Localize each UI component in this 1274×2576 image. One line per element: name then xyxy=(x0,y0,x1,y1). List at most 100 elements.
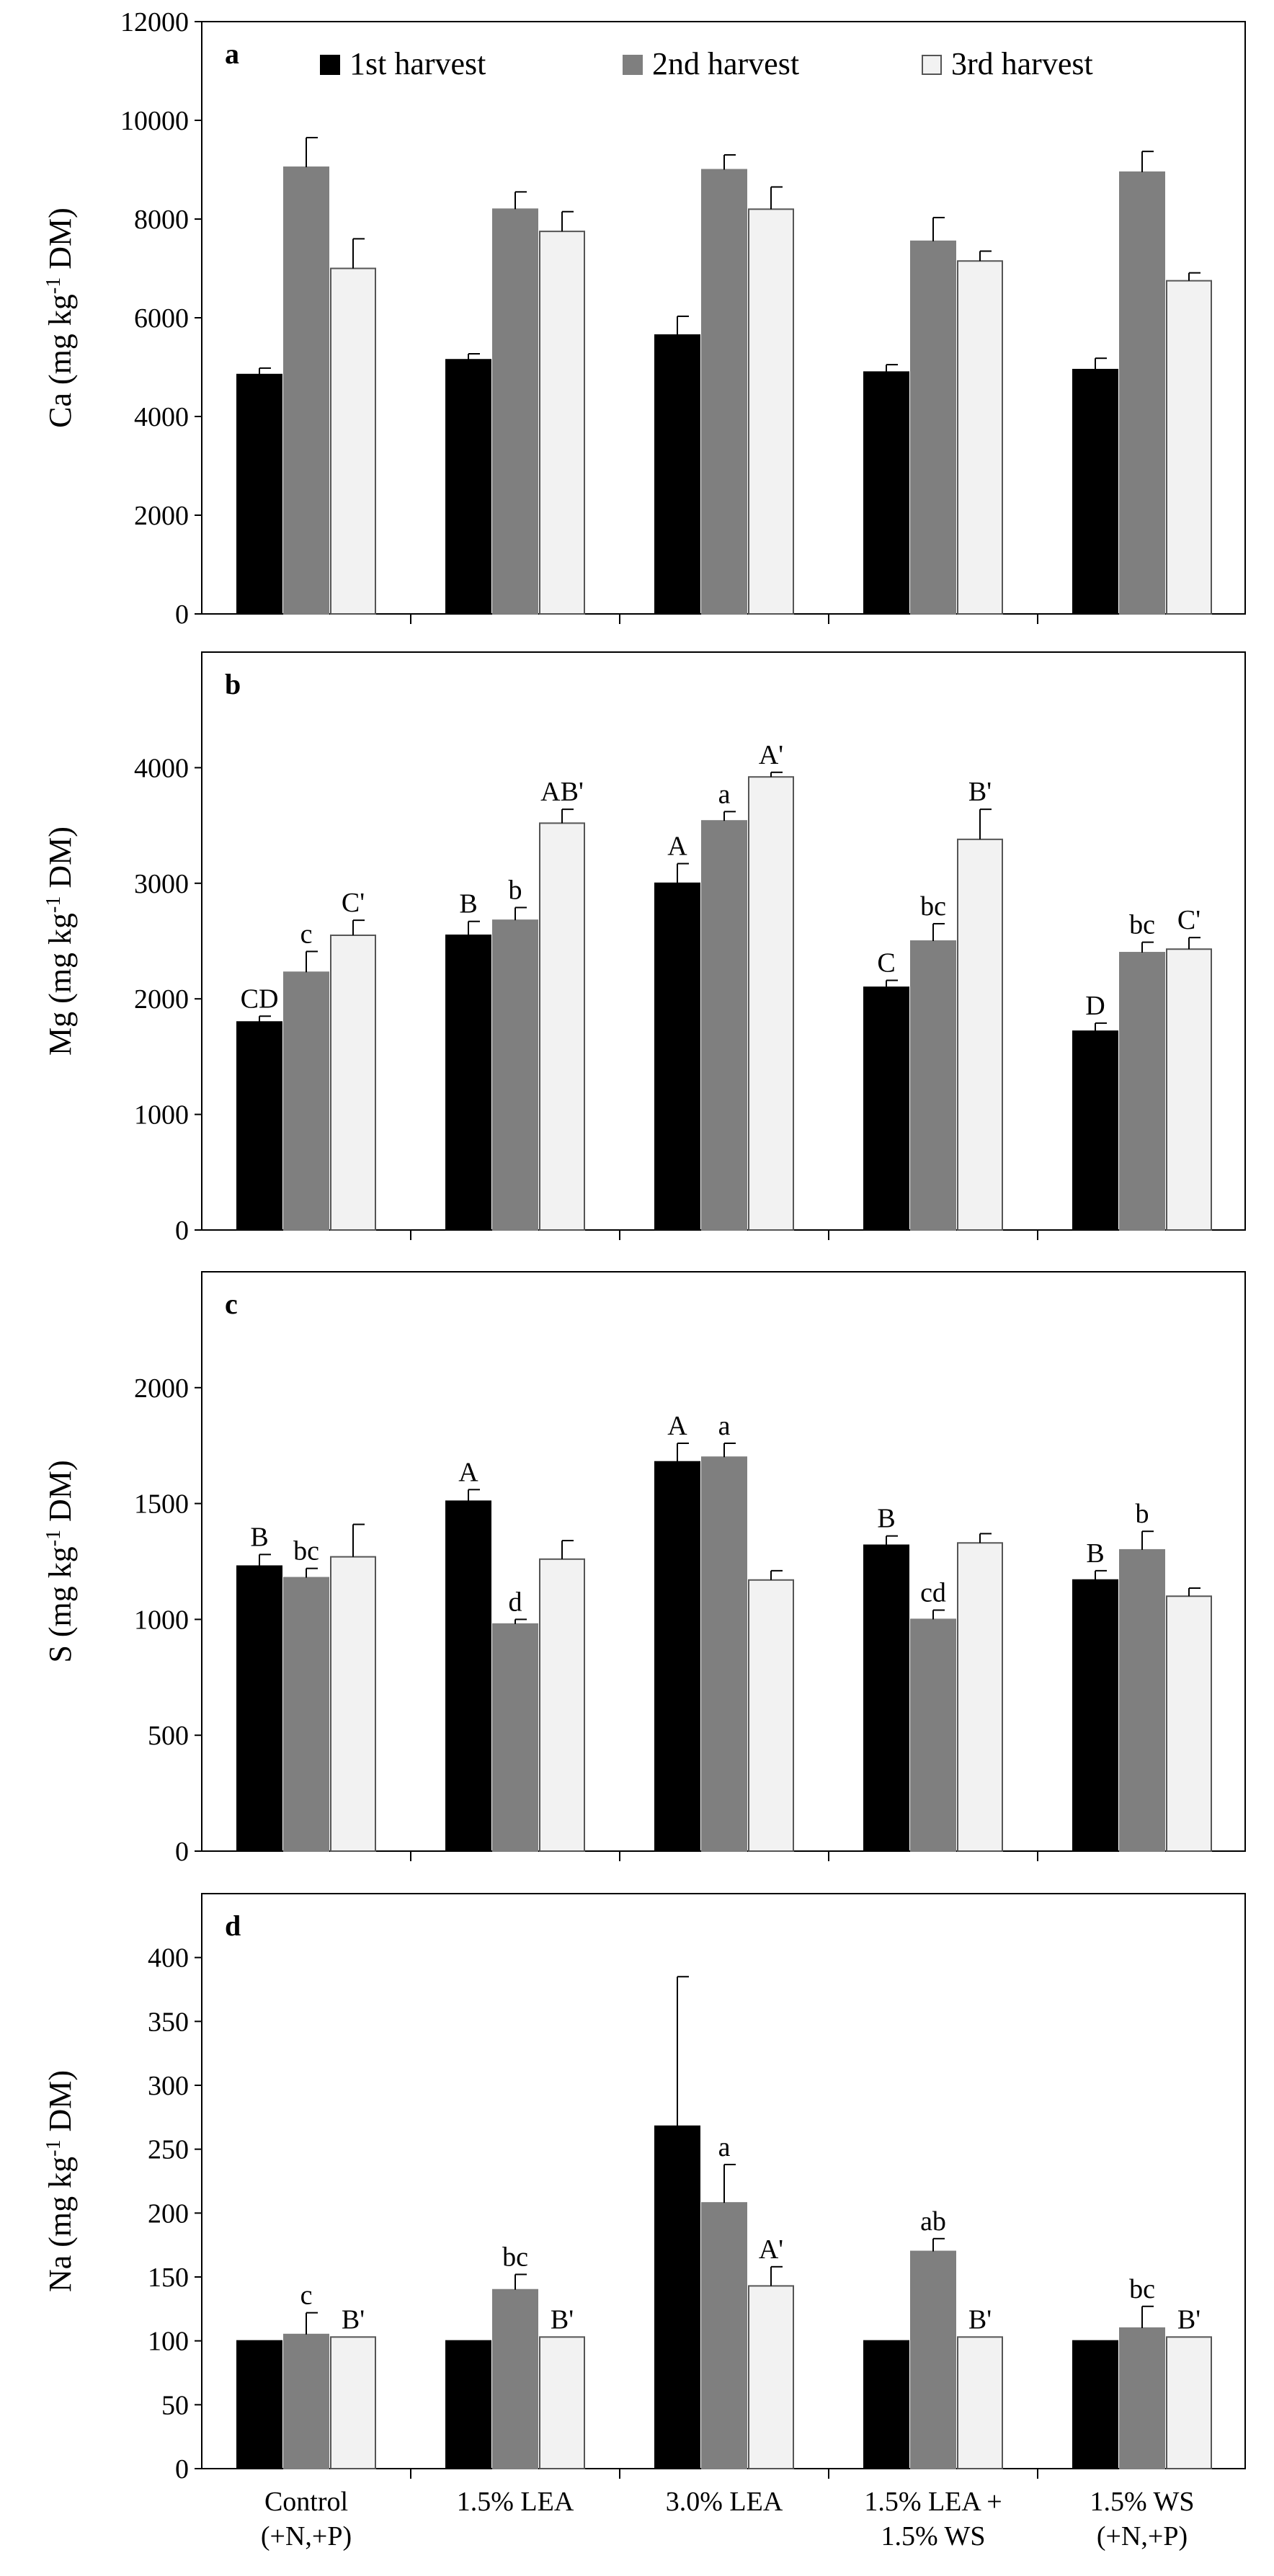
category-label: (+N,+P) xyxy=(1097,2521,1188,2552)
bar-2-2 xyxy=(492,1623,538,1853)
bar-3-2 xyxy=(539,2336,585,2470)
bar-1-1 xyxy=(236,2340,282,2470)
y-tick-label: 150 xyxy=(148,2263,189,2293)
y-axis-title: Mg (mg kg-1 DM) xyxy=(43,826,79,1056)
significance-label: bc xyxy=(293,1536,319,1566)
bar-3-2 xyxy=(539,231,585,615)
y-tick-label: 4000 xyxy=(134,753,189,783)
significance-label: a xyxy=(718,779,731,809)
panel-letter: c xyxy=(225,1288,238,1320)
bar-2-3 xyxy=(701,2202,747,2470)
bar-2-1 xyxy=(283,1577,329,1852)
significance-label: C' xyxy=(1177,905,1200,935)
significance-label: B' xyxy=(1177,2304,1200,2335)
bar-1-4 xyxy=(863,986,909,1231)
y-tick-label: 2000 xyxy=(134,984,189,1015)
significance-label: B xyxy=(1086,1538,1104,1569)
y-tick-label: 12000 xyxy=(120,7,189,37)
y-tick-label: 0 xyxy=(175,600,189,630)
bar-3-1 xyxy=(330,1556,376,1853)
significance-label: c xyxy=(300,919,313,949)
y-tick-label: 0 xyxy=(175,1216,189,1246)
y-tick-label: 2000 xyxy=(134,501,189,531)
panel-a: 0 2000 4000 6000 8000 10000 12000 Ca (mg kg-1 D… xyxy=(43,7,1246,630)
category-label: 1.5% LEA xyxy=(457,2487,574,2517)
bar-1-3 xyxy=(654,882,700,1231)
bar-1-4 xyxy=(863,2340,909,2470)
bar-2-3 xyxy=(701,1456,747,1852)
significance-label: B xyxy=(250,1522,268,1552)
significance-label: b xyxy=(1136,1499,1149,1529)
bar-1-1 xyxy=(236,1565,282,1852)
bar-1-1 xyxy=(236,1021,282,1231)
legend-label: 3rd harvest xyxy=(951,46,1093,81)
bar-1-1 xyxy=(236,373,282,615)
bar-2-5 xyxy=(1119,952,1165,1231)
bar-1-5 xyxy=(1072,368,1118,615)
legend-swatch xyxy=(623,55,643,75)
bar-2-4 xyxy=(910,1618,956,1852)
y-tick-label: 400 xyxy=(148,1943,189,1974)
y-axis-title: Ca (mg kg-1 DM) xyxy=(43,208,79,428)
y-tick-label: 100 xyxy=(148,2327,189,2357)
bar-3-4 xyxy=(957,838,1003,1231)
significance-label: a xyxy=(718,1411,731,1441)
bar-2-1 xyxy=(283,166,329,615)
bar-3-4 xyxy=(957,2336,1003,2470)
significance-label: D xyxy=(1085,991,1105,1021)
bar-2-4 xyxy=(910,240,956,615)
legend-label: 1st harvest xyxy=(349,46,486,81)
significance-label: CD xyxy=(241,984,279,1014)
bar-3-4 xyxy=(957,260,1003,615)
significance-label: B xyxy=(459,889,477,919)
bar-2-2 xyxy=(492,208,538,615)
significance-label: A xyxy=(667,832,687,862)
bar-1-5 xyxy=(1072,2340,1118,2470)
bar-1-3 xyxy=(654,2125,700,2469)
y-tick-label: 1500 xyxy=(134,1489,189,1520)
y-tick-label: 10000 xyxy=(120,106,189,136)
category-label: (+N,+P) xyxy=(261,2521,352,2552)
bar-3-1 xyxy=(330,267,376,615)
y-tick-label: 6000 xyxy=(134,303,189,334)
legend-swatch xyxy=(320,55,340,75)
bar-2-2 xyxy=(492,919,538,1231)
significance-label: B' xyxy=(342,2304,365,2335)
bar-2-2 xyxy=(492,2288,538,2470)
bar-2-4 xyxy=(910,940,956,1231)
bar-3-1 xyxy=(330,2336,376,2470)
y-tick-label: 1000 xyxy=(134,1100,189,1131)
panel-c: 0 500 1000 1500 2000 S (mg kg-1 DM) c B bc Ad A a Bc… xyxy=(43,1271,1246,1867)
bar-3-3 xyxy=(748,776,794,1231)
legend: 1st harvest 2nd harvest 3rd harvest xyxy=(320,46,1093,81)
panel-letter: d xyxy=(225,1909,241,1942)
bar-3-3 xyxy=(748,2285,794,2469)
bar-3-1 xyxy=(330,934,376,1231)
y-tick-label: 500 xyxy=(148,1721,189,1751)
significance-label: C xyxy=(877,948,895,979)
y-tick-label: 3000 xyxy=(134,869,189,899)
bar-3-2 xyxy=(539,822,585,1231)
significance-label: B' xyxy=(968,2304,992,2335)
bar-2-3 xyxy=(701,820,747,1231)
y-tick-label: 1000 xyxy=(134,1605,189,1635)
y-tick-label: 200 xyxy=(148,2198,189,2229)
bar-3-2 xyxy=(539,1558,585,1852)
bar-3-3 xyxy=(748,1579,794,1853)
significance-label: d xyxy=(509,1587,522,1617)
panel-letter: b xyxy=(225,668,241,700)
y-axis-title: Na (mg kg-1 DM) xyxy=(43,2070,79,2292)
bar-1-4 xyxy=(863,1544,909,1853)
bar-2-4 xyxy=(910,2250,956,2470)
bar-2-1 xyxy=(283,2333,329,2470)
y-tick-label: 8000 xyxy=(134,205,189,235)
y-tick-label: 4000 xyxy=(134,402,189,432)
bar-3-5 xyxy=(1166,948,1212,1231)
bar-2-5 xyxy=(1119,2327,1165,2470)
y-tick-label: 300 xyxy=(148,2071,189,2101)
significance-label: A' xyxy=(759,740,783,770)
legend-label: 2nd harvest xyxy=(652,46,799,81)
significance-label: cd xyxy=(920,1578,946,1608)
y-tick-label: 50 xyxy=(161,2390,189,2420)
